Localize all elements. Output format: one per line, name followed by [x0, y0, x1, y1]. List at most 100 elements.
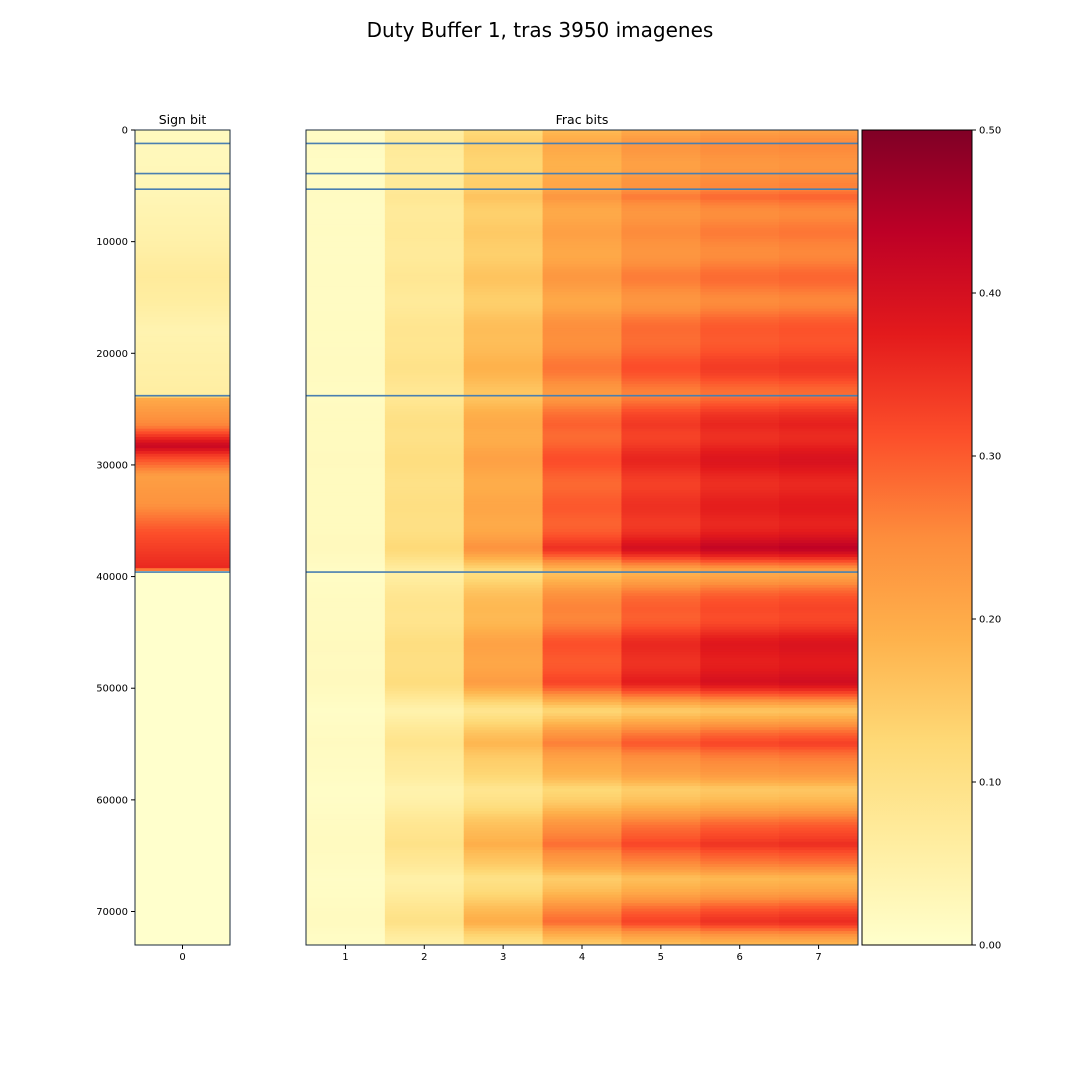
frac-cell — [384, 481, 465, 486]
frac-cell — [306, 755, 386, 759]
sign-cell — [135, 744, 230, 748]
frac-cell — [621, 319, 701, 324]
sign-cell — [135, 409, 230, 413]
frac-cell — [306, 822, 386, 826]
frac-cell — [779, 688, 858, 692]
frac-cell — [463, 771, 544, 776]
frac-cell — [384, 752, 465, 756]
frac-cell — [463, 409, 544, 413]
frac-cell — [779, 286, 858, 290]
frac-cell — [384, 157, 465, 162]
frac-cell — [463, 459, 544, 463]
colorbar-tick-label: 0.30 — [979, 452, 1001, 463]
frac-cell — [384, 191, 465, 195]
frac-cell — [621, 196, 701, 201]
frac-cell — [306, 844, 386, 848]
frac-cell — [621, 830, 701, 834]
frac-cell — [306, 247, 386, 251]
frac-cell — [463, 649, 544, 653]
sign-cell — [135, 383, 230, 388]
frac-cell — [700, 612, 780, 617]
frac-cell — [779, 216, 858, 220]
frac-cell — [700, 766, 780, 770]
frac-cell — [306, 629, 386, 633]
frac-cell — [700, 442, 780, 446]
frac-cell — [542, 769, 623, 773]
frac-cell — [542, 668, 623, 673]
frac-cell — [306, 693, 386, 698]
frac-cell — [384, 383, 465, 388]
frac-cell — [621, 794, 701, 798]
frac-cell — [542, 180, 623, 184]
frac-cell — [621, 922, 701, 927]
frac-cell — [542, 431, 623, 435]
frac-cell — [700, 707, 780, 712]
frac-cell — [542, 554, 623, 558]
frac-cell — [384, 222, 465, 226]
frac-cell — [384, 568, 465, 572]
frac-cell — [463, 713, 544, 717]
frac-cell — [542, 640, 623, 645]
frac-cell — [384, 897, 465, 901]
frac-cell — [542, 657, 623, 661]
frac-cell — [700, 543, 780, 547]
frac-cell — [779, 903, 858, 907]
sign-cell — [135, 143, 230, 148]
frac-cell — [542, 330, 623, 335]
frac-cell — [700, 663, 780, 667]
frac-cell — [700, 130, 780, 134]
frac-cell — [621, 537, 701, 541]
frac-cell — [542, 448, 623, 452]
frac-cell — [306, 185, 386, 190]
frac-cell — [542, 275, 623, 279]
frac-x-tick-label: 4 — [579, 952, 585, 963]
frac-cell — [306, 183, 386, 187]
frac-cell — [463, 495, 544, 500]
frac-cell — [700, 286, 780, 290]
frac-cell — [306, 476, 386, 480]
sign-cell — [135, 308, 230, 313]
frac-cell — [463, 593, 544, 597]
frac-cell — [384, 891, 465, 896]
frac-cell — [779, 590, 858, 594]
frac-cell — [306, 364, 386, 368]
sign-cell — [135, 333, 230, 338]
frac-cell — [463, 425, 544, 430]
frac-cell — [621, 238, 701, 243]
frac-cell — [779, 146, 858, 151]
y-tick-label: 20000 — [96, 349, 128, 360]
frac-cell — [463, 498, 544, 502]
frac-cell — [621, 880, 701, 885]
frac-cell — [779, 439, 858, 444]
frac-cell — [384, 682, 465, 687]
frac-cell — [700, 448, 780, 452]
sign-cell — [135, 808, 230, 812]
frac-cell — [700, 635, 780, 639]
frac-cell — [700, 152, 780, 156]
frac-cell — [779, 506, 858, 511]
sign-cell — [135, 453, 230, 458]
frac-cell — [384, 459, 465, 463]
frac-cell — [384, 771, 465, 776]
sign-cell — [135, 252, 230, 257]
sign-cell — [135, 774, 230, 779]
frac-cell — [463, 582, 544, 586]
sign-cell — [135, 696, 230, 700]
frac-cell — [463, 512, 544, 516]
frac-cell — [542, 766, 623, 770]
frac-cell — [306, 397, 386, 402]
frac-cell — [384, 395, 465, 399]
frac-cell — [621, 861, 701, 865]
sign-cell — [135, 618, 230, 622]
y-tick-label: 30000 — [96, 460, 128, 471]
sign-cell — [135, 317, 230, 321]
frac-cell — [306, 358, 386, 363]
frac-cell — [779, 889, 858, 893]
frac-cell — [621, 590, 701, 594]
frac-cell — [463, 272, 544, 276]
frac-cell — [700, 283, 780, 287]
frac-cell — [542, 730, 623, 734]
frac-cell — [542, 297, 623, 301]
frac-cell — [621, 439, 701, 444]
frac-cell — [621, 250, 701, 254]
